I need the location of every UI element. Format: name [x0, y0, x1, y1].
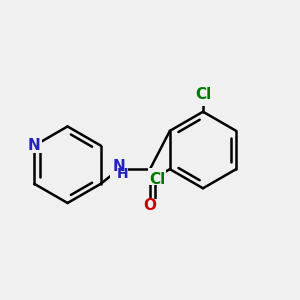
Bar	[142, 199, 158, 213]
Bar	[27, 138, 42, 153]
Text: Cl: Cl	[195, 87, 211, 102]
Bar	[110, 160, 128, 178]
Text: O: O	[143, 198, 157, 213]
Bar	[148, 168, 166, 185]
Text: H: H	[117, 167, 128, 182]
Text: Cl: Cl	[149, 172, 165, 187]
Text: N: N	[28, 138, 41, 153]
Text: N: N	[113, 159, 125, 174]
Bar	[194, 88, 212, 106]
